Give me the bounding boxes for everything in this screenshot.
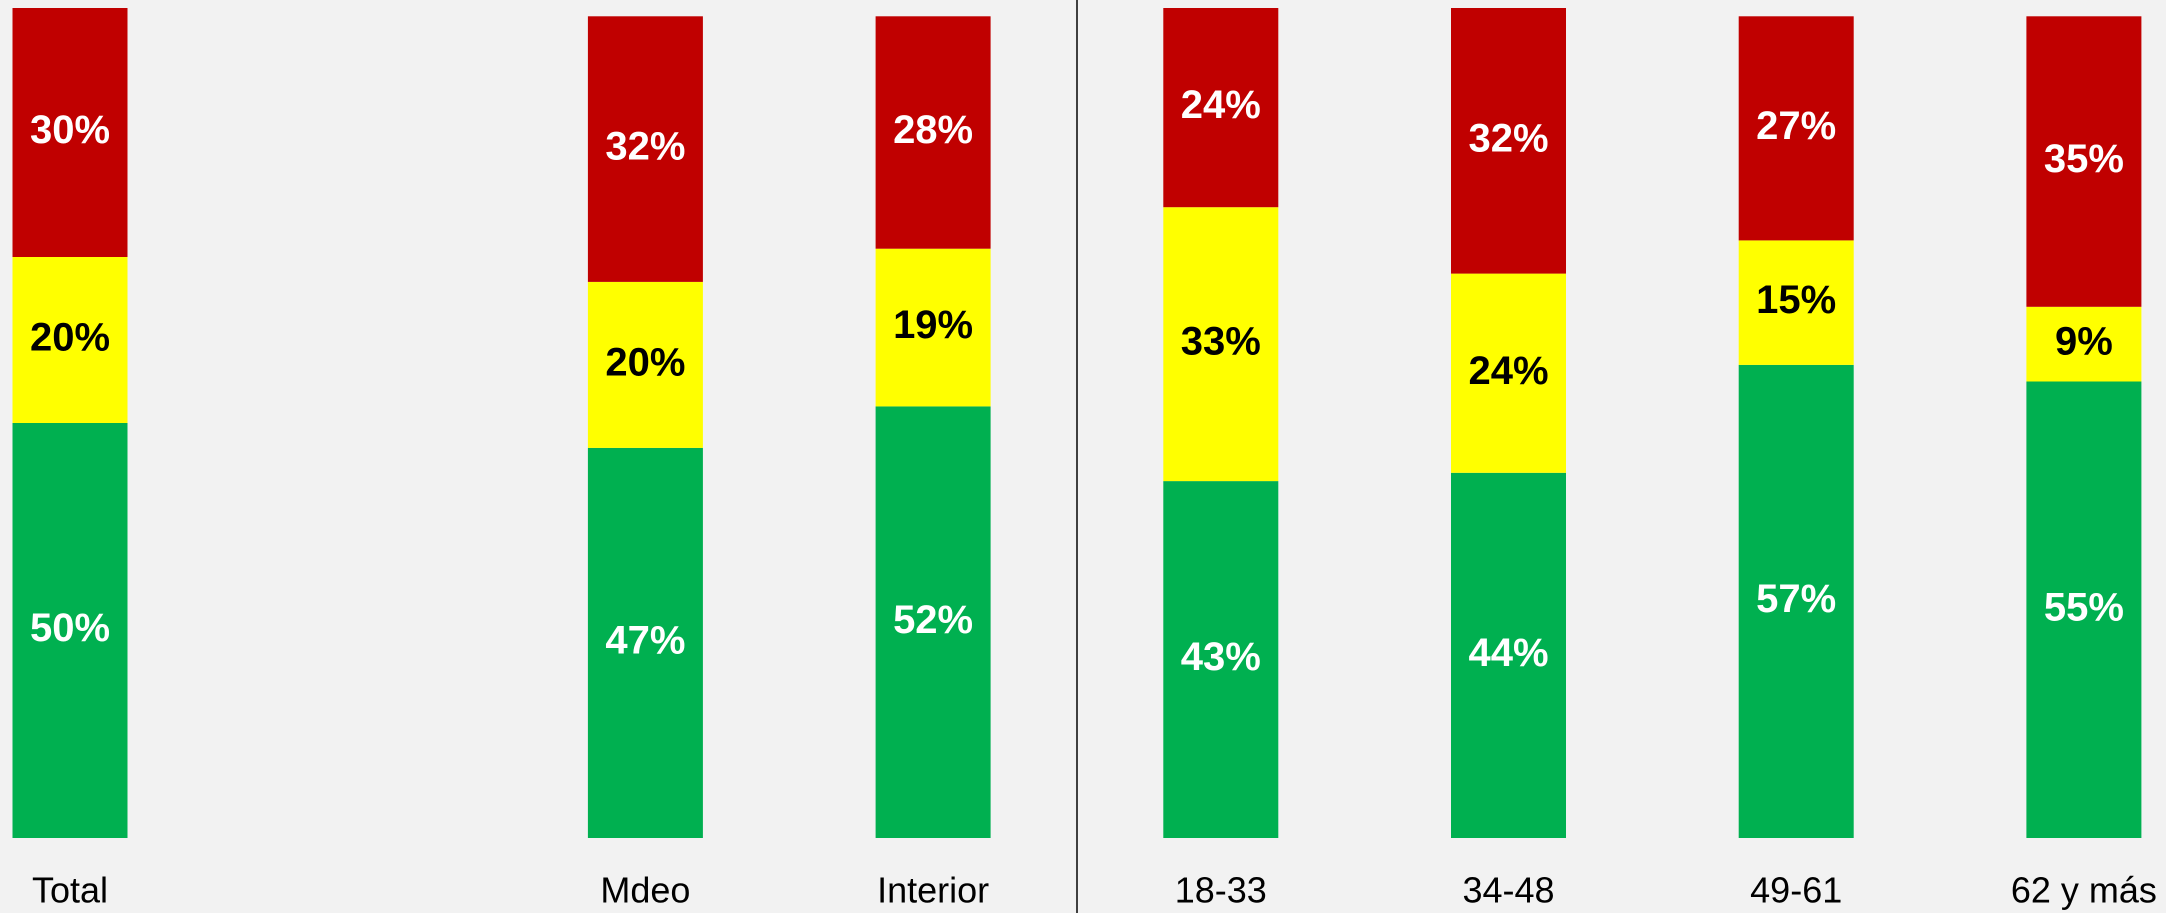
value-label: 50% bbox=[30, 606, 110, 650]
value-label: 24% bbox=[1468, 349, 1548, 393]
value-label: 32% bbox=[605, 125, 685, 169]
value-label: 24% bbox=[1181, 83, 1261, 127]
bar-segment bbox=[1738, 16, 1854, 241]
bar-segment bbox=[12, 257, 128, 423]
x-tick-label: Mdeo bbox=[600, 870, 690, 911]
value-label: 55% bbox=[2044, 585, 2124, 629]
bar-segment bbox=[1738, 364, 1854, 838]
value-label: 27% bbox=[1756, 104, 1836, 148]
bar-segment bbox=[875, 406, 991, 838]
bar-segment bbox=[875, 248, 991, 407]
value-label: 57% bbox=[1756, 577, 1836, 621]
bar-segment bbox=[2026, 306, 2142, 382]
value-label: 43% bbox=[1181, 635, 1261, 679]
bar-segment bbox=[1451, 273, 1566, 473]
value-label: 30% bbox=[30, 108, 110, 152]
value-label: 9% bbox=[2055, 320, 2113, 364]
bar-segment bbox=[1738, 240, 1854, 365]
value-label: 44% bbox=[1468, 631, 1548, 675]
x-tick-label: Interior bbox=[877, 870, 989, 911]
bar-segment bbox=[875, 16, 991, 249]
value-label: 20% bbox=[605, 340, 685, 384]
bar-segment bbox=[2026, 16, 2142, 307]
bar-segment bbox=[587, 447, 703, 838]
value-label: 19% bbox=[893, 303, 973, 347]
bar-segment bbox=[1163, 8, 1279, 208]
value-label: 33% bbox=[1181, 320, 1261, 364]
value-label: 35% bbox=[2044, 137, 2124, 181]
bar-segment bbox=[587, 281, 703, 448]
x-tick-label: 18-33 bbox=[1175, 870, 1267, 911]
x-tick-label: 34-48 bbox=[1462, 870, 1554, 911]
bar-segment bbox=[1451, 8, 1566, 274]
bar-segment bbox=[587, 16, 703, 282]
value-label: 32% bbox=[1468, 116, 1548, 160]
value-label: 15% bbox=[1756, 278, 1836, 322]
x-tick-label: Total bbox=[32, 870, 108, 911]
value-label: 28% bbox=[893, 108, 973, 152]
bar-segment bbox=[12, 8, 128, 257]
bar-segment bbox=[1451, 472, 1566, 838]
bar-segment bbox=[2026, 381, 2142, 838]
x-tick-label: 62 y más bbox=[2011, 870, 2157, 911]
bar-segment bbox=[1163, 207, 1279, 482]
value-label: 52% bbox=[893, 598, 973, 642]
bar-segment bbox=[12, 423, 128, 838]
x-tick-label: 49-61 bbox=[1750, 870, 1842, 911]
bar-segment bbox=[1163, 481, 1279, 838]
value-label: 20% bbox=[30, 316, 110, 360]
value-label: 47% bbox=[605, 619, 685, 663]
